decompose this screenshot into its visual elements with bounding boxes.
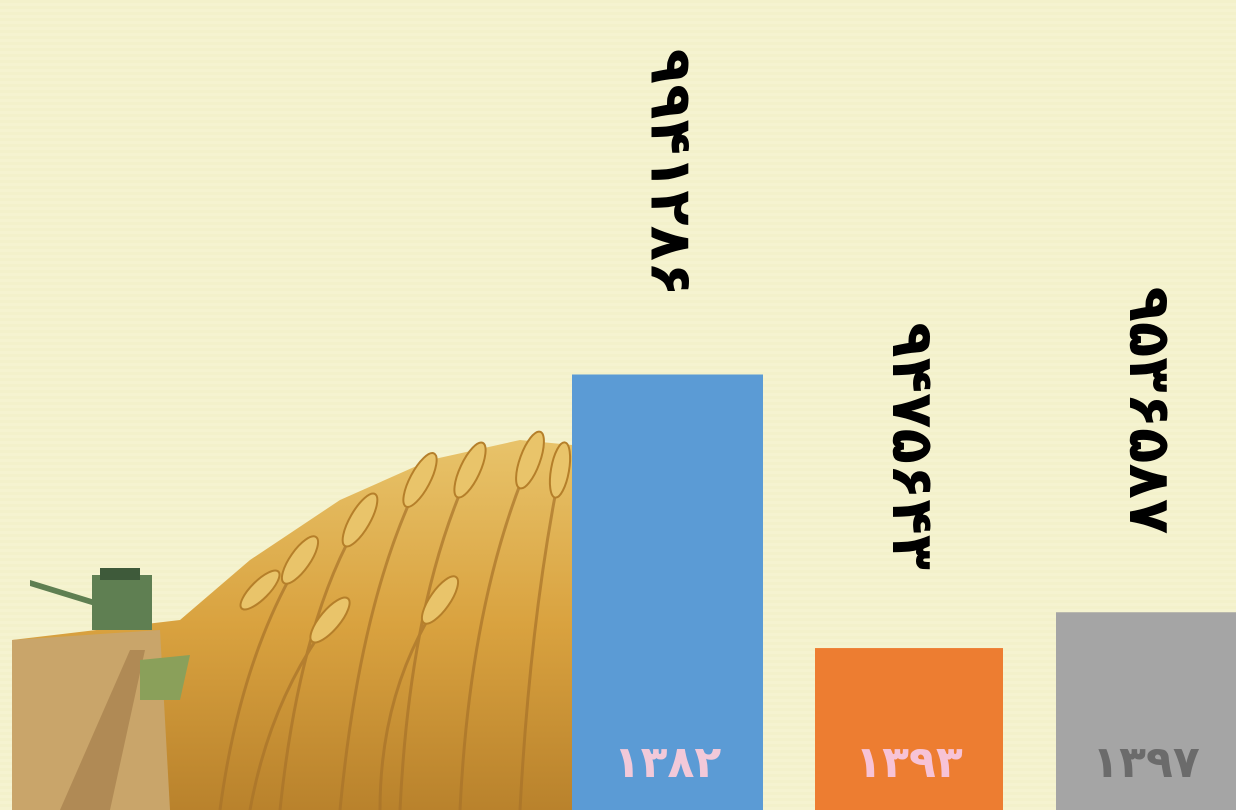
- value-label: ۹۴۷۵۶۴۳: [879, 322, 947, 570]
- category-label: ۱۳۸۲: [614, 737, 722, 788]
- value-label: ۹۹۴۱۲۸۶: [637, 49, 705, 297]
- bar: [1056, 612, 1236, 810]
- wheat-field-illustration: [12, 430, 572, 810]
- bar: [815, 648, 1003, 810]
- category-label: ۱۳۹۷: [1092, 737, 1200, 788]
- value-label: ۹۵۳۶۵۸۷: [1116, 286, 1184, 534]
- category-label: ۱۳۹۳: [855, 737, 963, 788]
- bar: [572, 374, 763, 810]
